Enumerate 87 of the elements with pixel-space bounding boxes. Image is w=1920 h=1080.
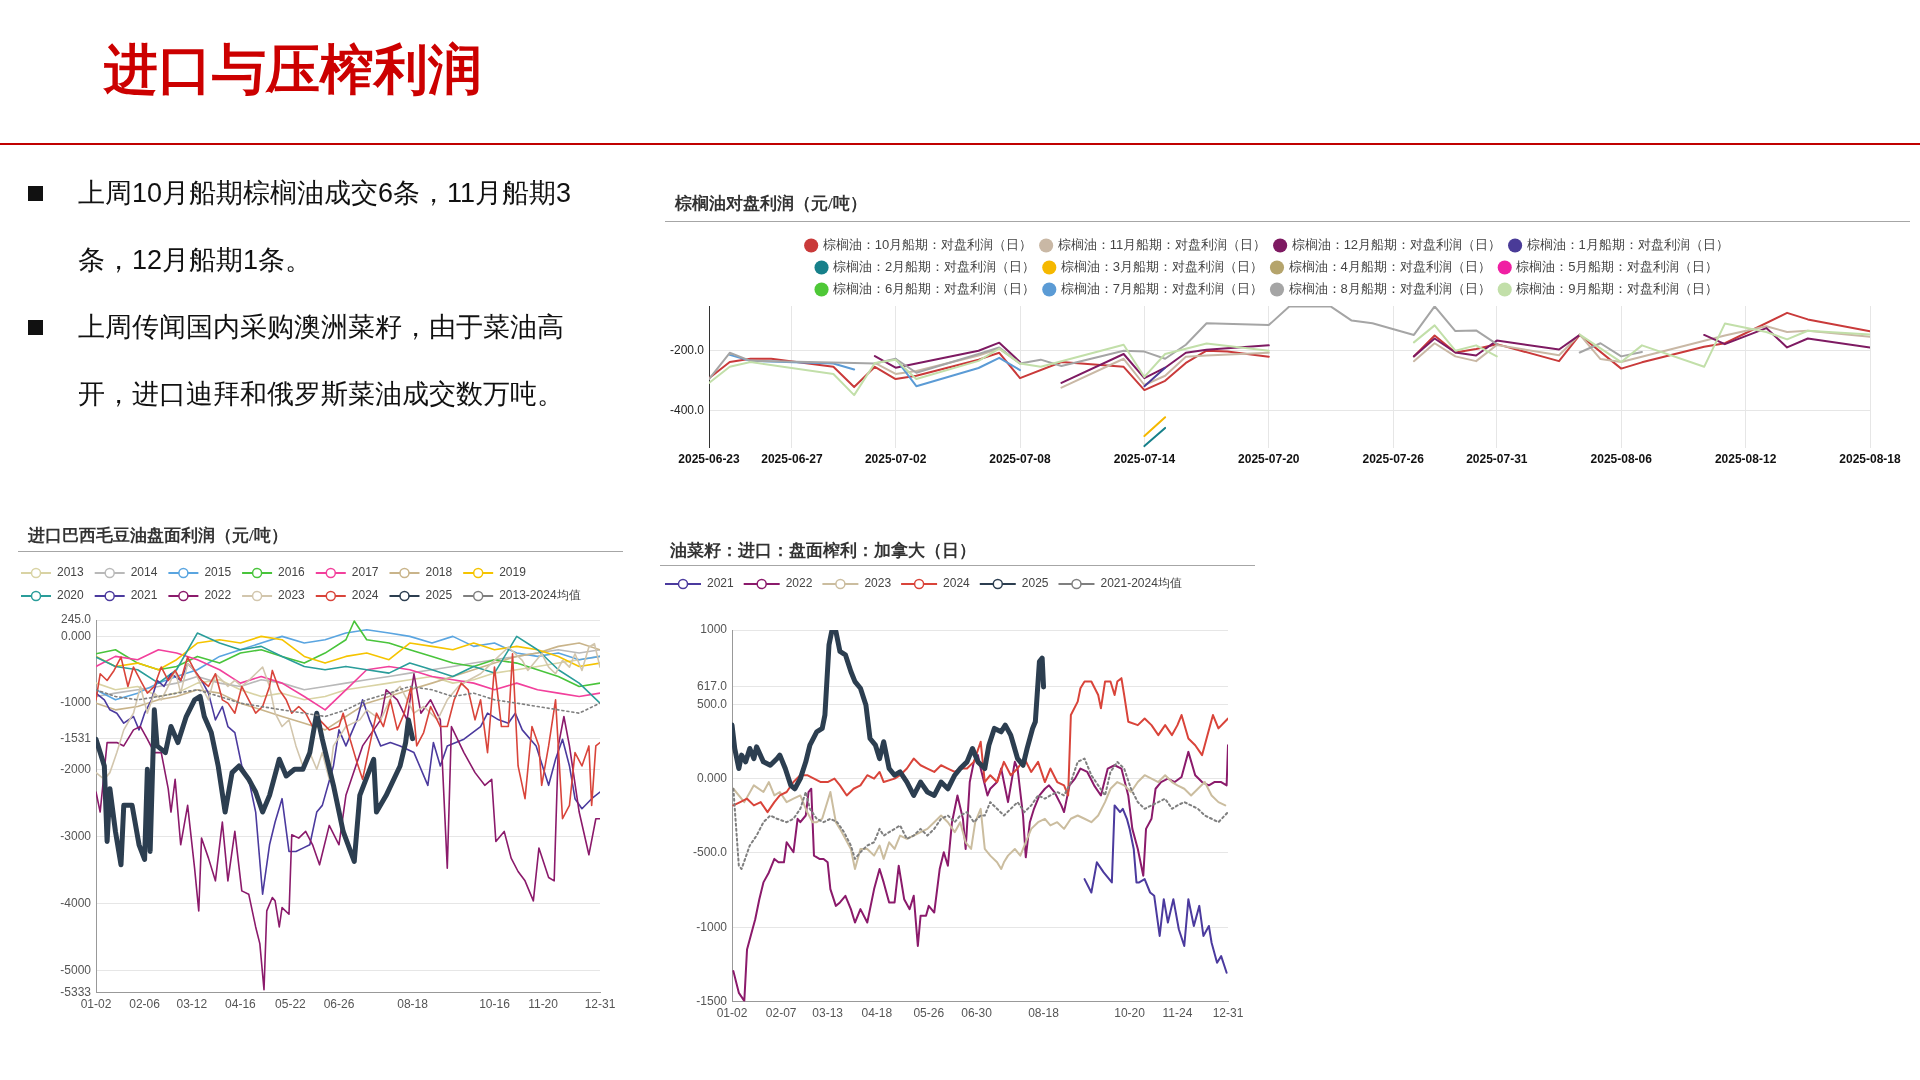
x-tick-label: 2025-08-12 <box>1714 452 1777 467</box>
x-tick-label: 05-22 <box>275 997 307 1012</box>
legend-label: 棕榈油：3月船期：对盘利润（日） <box>1060 259 1263 275</box>
y-tick-label: -500.0 <box>692 845 728 860</box>
text: 上周传闻国内采购澳洲菜籽，由于菜油高开，进口迪拜和俄罗斯菜油成交数万吨。 <box>78 312 564 409</box>
legend-label: 棕榈油：4月船期：对盘利润（日） <box>1288 259 1491 275</box>
legend-label: 2018 <box>425 565 453 580</box>
legend-label: 2024 <box>351 588 379 603</box>
x-tick-label: 03-12 <box>176 997 208 1012</box>
legend-label: 棕榈油：2月船期：对盘利润（日） <box>833 259 1036 275</box>
x-tick-label: 12-31 <box>584 997 616 1012</box>
x-tick-label: 2025-06-23 <box>678 452 741 467</box>
chart-title: 棕榈油对盘利润（元/吨） <box>665 188 1910 222</box>
y-tick-label: -400.0 <box>669 402 705 417</box>
legend-label: 棕榈油：5月船期：对盘利润（日） <box>1516 259 1719 275</box>
legend-label: 棕榈油：7月船期：对盘利润（日） <box>1060 281 1263 297</box>
x-tick-label: 01-02 <box>716 1006 748 1021</box>
x-tick-label: 2025-07-14 <box>1113 452 1176 467</box>
x-tick-label: 12-31 <box>1212 1006 1244 1021</box>
x-tick-label: 2025-07-31 <box>1466 452 1528 467</box>
y-tick-label: -1000 <box>60 695 92 710</box>
y-tick-label: -2000 <box>60 762 92 777</box>
y-tick-label: 0.000 <box>696 770 728 785</box>
legend-label: 2013 <box>57 565 85 580</box>
x-tick-label: 04-18 <box>861 1006 893 1021</box>
legend-label: 2022 <box>785 576 813 591</box>
chart-title: 油菜籽：进口：盘面榨利：加拿大（日） <box>660 537 1255 566</box>
x-tick-label: 2025-07-02 <box>864 452 927 467</box>
legend-label: 2024 <box>943 576 971 591</box>
x-tick-label: 2025-07-08 <box>989 452 1052 467</box>
y-tick-label: 500.0 <box>696 696 728 711</box>
y-tick-label: 1000 <box>700 622 728 637</box>
legend-label: 棕榈油：11月船期：对盘利润（日） <box>1057 237 1267 253</box>
x-tick-label: 10-16 <box>479 997 511 1012</box>
legend-label: 2019 <box>499 565 527 580</box>
legend-label: 2021-2024均值 <box>1100 576 1182 591</box>
x-tick-label: 04-16 <box>225 997 257 1012</box>
x-tick-label: 01-02 <box>80 997 112 1012</box>
x-tick-label: 05-26 <box>913 1006 945 1021</box>
legend-label: 2021 <box>707 576 735 591</box>
x-tick-label: 08-18 <box>1028 1006 1060 1021</box>
legend-label: 2022 <box>204 588 232 603</box>
y-tick-label: -4000 <box>60 895 92 910</box>
legend-label: 2021 <box>130 588 158 603</box>
legend-label: 2025 <box>425 588 453 603</box>
y-tick-label: 245.0 <box>60 612 92 627</box>
y-tick-label: -3000 <box>60 829 92 844</box>
x-tick-label: 2025-07-26 <box>1362 452 1425 467</box>
legend-label: 2025 <box>1021 576 1049 591</box>
y-tick-label: -1000 <box>696 919 728 934</box>
text: 进口与压榨利润 <box>104 39 482 102</box>
legend-label: 2015 <box>204 565 232 580</box>
x-tick-label: 2025-06-27 <box>761 452 823 467</box>
legend-label: 2023 <box>278 588 306 603</box>
legend-label: 棕榈油：9月船期：对盘利润（日） <box>1516 281 1719 297</box>
legend-label: 2017 <box>351 565 379 580</box>
x-tick-label: 06-26 <box>323 997 355 1012</box>
y-tick-label: -5000 <box>60 962 92 977</box>
chart-title: 进口巴西毛豆油盘面利润（元/吨） <box>18 522 623 552</box>
legend-label: 2013-2024均值 <box>499 588 581 603</box>
text: 上周10月船期棕榈油成交6条，11月船期3条，12月船期1条。 <box>78 178 572 275</box>
legend-label: 2020 <box>57 588 85 603</box>
x-tick-label: 02-07 <box>765 1006 797 1021</box>
y-tick-label: 0.000 <box>60 628 92 643</box>
y-tick-label: -5333 <box>60 984 92 999</box>
legend-label: 棕榈油：8月船期：对盘利润（日） <box>1288 281 1491 297</box>
y-tick-label: -1531 <box>60 730 92 745</box>
x-tick-label: 08-18 <box>397 997 429 1012</box>
legend-label: 棕榈油：1月船期：对盘利润（日） <box>1526 237 1729 253</box>
x-tick-label: 03-13 <box>812 1006 844 1021</box>
y-tick-label: -1500 <box>696 993 728 1008</box>
y-tick-label: 617.0 <box>696 679 728 694</box>
legend-label: 2023 <box>864 576 892 591</box>
x-tick-label: 2025-08-06 <box>1590 452 1653 467</box>
x-tick-label: 2025-08-18 <box>1839 452 1902 467</box>
legend-label: 棕榈油：6月船期：对盘利润（日） <box>833 281 1036 297</box>
x-tick-label: 10-20 <box>1114 1006 1146 1021</box>
x-tick-label: 11-20 <box>528 997 559 1012</box>
legend-label: 2014 <box>130 565 158 580</box>
y-tick-label: -200.0 <box>669 343 705 358</box>
legend-label: 棕榈油：10月船期：对盘利润（日） <box>822 237 1033 253</box>
x-tick-label: 06-30 <box>961 1006 993 1021</box>
legend-label: 2016 <box>278 565 306 580</box>
x-tick-label: 02-06 <box>129 997 161 1012</box>
legend-label: 棕榈油：12月船期：对盘利润（日） <box>1291 237 1502 253</box>
x-tick-label: 11-24 <box>1162 1006 1193 1021</box>
x-tick-label: 2025-07-20 <box>1238 452 1300 467</box>
